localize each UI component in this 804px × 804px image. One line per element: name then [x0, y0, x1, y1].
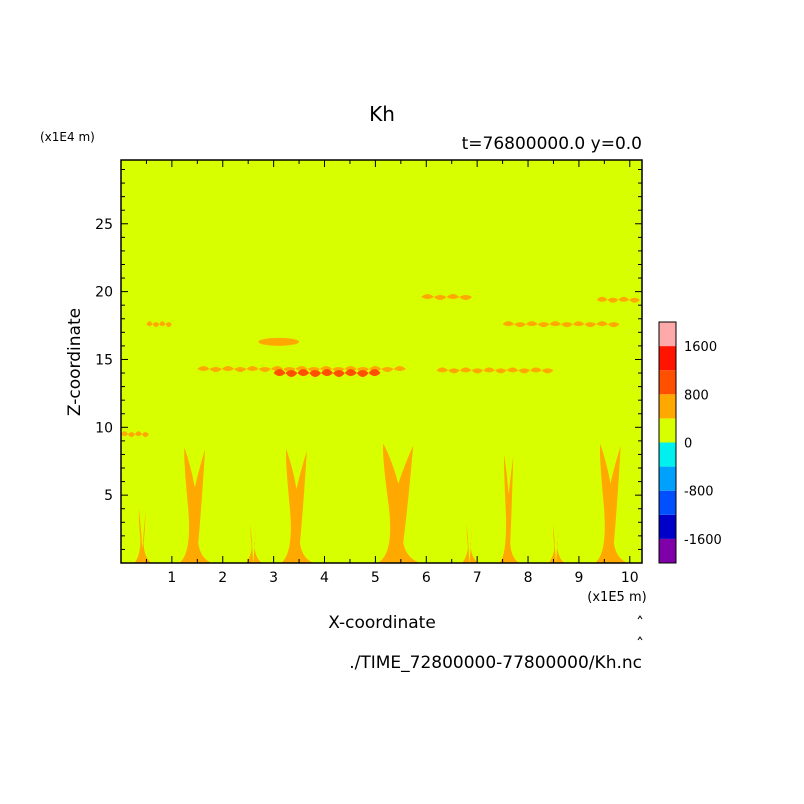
plume-contour — [595, 443, 628, 563]
colorbar-tick-label: 800 — [684, 388, 709, 403]
band-contour — [421, 294, 473, 301]
y-tick-label: 20 — [95, 285, 113, 301]
band-contour — [596, 296, 640, 303]
colorbar-swatch — [659, 346, 676, 371]
colorbar-swatch — [659, 538, 676, 563]
x-tick-label: 9 — [574, 570, 583, 586]
tick-marks-decor — [637, 615, 643, 641]
y-tick-label: 5 — [104, 488, 113, 504]
x-tick-label: 6 — [422, 570, 431, 586]
chart-title: Kh — [369, 102, 395, 126]
x-axis-title: X-coordinate — [328, 613, 436, 633]
x-tick-label: 10 — [621, 570, 639, 586]
plot-area — [121, 160, 642, 563]
y-tick-label: 10 — [95, 420, 113, 436]
band-contour — [436, 367, 554, 374]
colorbar-frame — [658, 321, 677, 564]
x-tick-label: 3 — [269, 570, 278, 586]
colorbar-swatch — [659, 370, 676, 395]
colorbar-swatch — [659, 466, 676, 491]
x-tick-label: 4 — [320, 570, 329, 586]
blob-contour — [258, 337, 300, 346]
core-contour — [273, 369, 381, 378]
band-contour — [121, 431, 149, 438]
y-unit-label: (x1E4 m) — [40, 130, 95, 144]
y-axis: 5 10 15 20 25 — [95, 168, 642, 550]
plume-contour — [462, 525, 479, 563]
colorbar-tick-label: -800 — [684, 485, 714, 500]
plume-contour — [548, 525, 566, 563]
x-tick-label: 5 — [371, 570, 380, 586]
x-tick-label: 2 — [218, 570, 227, 586]
x-tick-label: 7 — [473, 570, 482, 586]
colorbar-swatch — [659, 322, 676, 347]
colorbar-tick-label: -1600 — [684, 533, 722, 548]
x-tick-label: 1 — [167, 570, 176, 586]
x-axis: 1 2 3 4 5 6 7 8 9 10 — [145, 160, 639, 586]
background-field — [121, 160, 642, 563]
source-file-label: ./TIME_72800000-77800000/Kh.nc — [349, 653, 642, 673]
colorbar-swatch — [659, 514, 676, 539]
plume-contour — [377, 443, 421, 563]
plume-contour — [499, 454, 520, 563]
colorbar-swatch — [659, 394, 676, 419]
colorbar: -1600 -800 0 800 1600 — [658, 321, 722, 564]
colorbar-tick-label: 0 — [684, 437, 692, 452]
x-tick-label: 8 — [524, 570, 533, 586]
y-tick-label: 25 — [95, 217, 113, 233]
plot-frame — [120, 159, 643, 564]
colorbar-swatch — [659, 490, 676, 515]
band-contour — [502, 321, 620, 328]
plume-contour — [179, 447, 213, 563]
colorbar-swatch — [659, 418, 676, 443]
x-unit-label: (x1E5 m) — [587, 590, 646, 605]
colorbar-swatch — [659, 442, 676, 467]
y-axis-title: Z-coordinate — [65, 308, 85, 416]
chart-subtitle: t=76800000.0 y=0.0 — [462, 134, 642, 154]
y-tick-label: 15 — [95, 352, 113, 368]
colorbar-tick-label: 1600 — [684, 340, 717, 355]
plume-contour — [246, 525, 263, 563]
plume-contour — [134, 508, 153, 563]
plume-contour — [281, 449, 314, 563]
band-contour — [146, 321, 172, 328]
